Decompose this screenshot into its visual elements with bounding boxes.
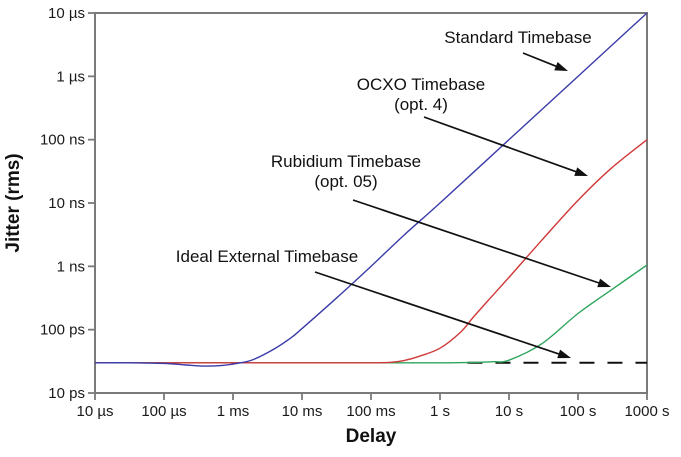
x-tick-label: 100 s: [560, 403, 597, 420]
annotation-arrowhead-ocxo: [574, 167, 588, 176]
annotation-arrowhead-rubidium: [597, 278, 611, 288]
y-tick-label: 1 µs: [56, 68, 85, 85]
y-tick-label: 10 µs: [48, 5, 85, 22]
curve-label-rubidium: Rubidium Timebase (opt. 05): [271, 152, 421, 191]
annotation-arrow-standard: [522, 52, 560, 69]
annotation-arrow-ocxo: [423, 116, 580, 174]
x-tick-label: 10 µs: [77, 403, 114, 420]
x-tick-label: 100 ms: [346, 403, 395, 420]
curve-label-line: (opt. 4): [394, 95, 448, 114]
curve-label-standard: Standard Timebase: [444, 28, 591, 47]
annotation-arrow-ideal: [314, 271, 563, 356]
curve-label-ocxo: OCXO Timebase (opt. 4): [357, 75, 486, 114]
annotation-arrowhead-ideal: [557, 349, 571, 359]
x-tick-label: 1 ms: [217, 403, 250, 420]
curve-ocxo-timebase-opt-4-: [94, 139, 648, 364]
y-tick-label: 10 ns: [48, 195, 85, 212]
curve-label-ideal: Ideal External Timebase: [176, 247, 358, 266]
x-axis-title: Delay: [345, 426, 397, 447]
plot-frame: [94, 12, 648, 394]
annotation-arrowhead-standard: [554, 61, 568, 71]
x-tick-label: 100 µs: [141, 403, 186, 420]
x-tick-label: 1 s: [430, 403, 450, 420]
curve-rubidium-timebase-opt-05-: [94, 264, 648, 364]
y-tick-label: 100 ps: [40, 322, 85, 339]
curve-label-line: Ideal External Timebase: [176, 247, 358, 266]
y-axis-title: Jitter (rms): [3, 153, 24, 253]
curve-label-line: Standard Timebase: [444, 28, 591, 47]
curve-label-line: OCXO Timebase: [357, 75, 486, 94]
x-tick-label: 10 ms: [282, 403, 323, 420]
y-tick-label: 10 ps: [48, 385, 85, 402]
curve-standard-timebase: [94, 12, 648, 367]
y-tick-label: 100 ns: [40, 132, 85, 149]
curve-label-line: (opt. 05): [314, 172, 377, 191]
x-tick-label: 10 s: [495, 403, 523, 420]
x-tick-label: 1000 s: [624, 403, 669, 420]
annotation-arrow-rubidium: [352, 199, 603, 285]
curve-label-line: Rubidium Timebase: [271, 152, 421, 171]
y-tick-label: 1 ns: [57, 258, 85, 275]
